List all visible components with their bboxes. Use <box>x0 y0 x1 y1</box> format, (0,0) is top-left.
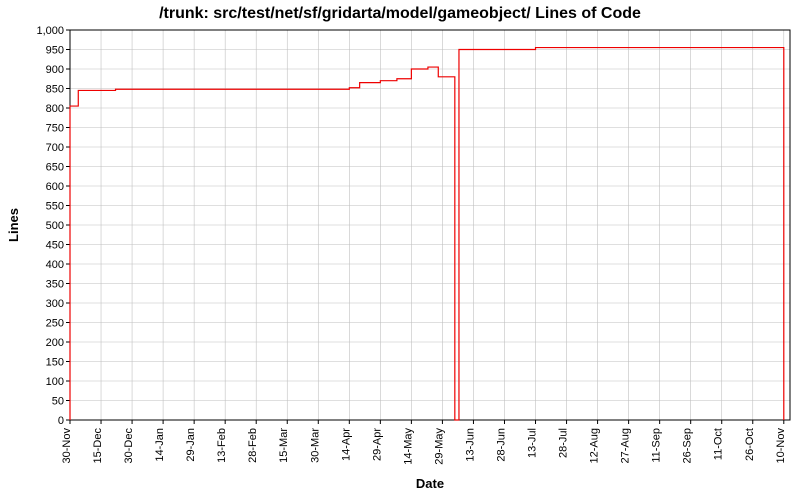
y-tick-label: 0 <box>58 415 64 427</box>
x-tick-label: 14-Apr <box>340 428 352 461</box>
series-lines-of-code <box>70 48 784 420</box>
x-tick-label: 12-Aug <box>589 428 601 463</box>
y-tick-label: 400 <box>46 259 64 271</box>
y-tick-label: 250 <box>46 318 64 330</box>
x-tick-label: 11-Oct <box>713 428 725 460</box>
y-tick-label: 150 <box>46 357 64 369</box>
y-tick-label: 650 <box>46 162 64 174</box>
x-tick-label: 30-Mar <box>309 428 321 463</box>
grid <box>70 30 790 420</box>
y-tick-label: 900 <box>46 64 64 76</box>
x-tick-label: 28-Jul <box>558 428 570 458</box>
x-tick-label: 14-May <box>402 428 414 465</box>
y-tick-label: 300 <box>46 298 64 310</box>
x-tick-label: 30-Nov <box>61 428 73 464</box>
x-tick-label: 30-Dec <box>123 428 135 464</box>
y-tick-label: 200 <box>46 337 64 349</box>
x-tick-label: 14-Jan <box>154 428 166 462</box>
y-tick-label: 550 <box>46 201 64 213</box>
y-tick-label: 850 <box>46 84 64 96</box>
y-tick-label: 800 <box>46 103 64 115</box>
y-tick-label: 350 <box>46 279 64 291</box>
x-tick-label: 13-Jul <box>527 428 539 458</box>
y-tick-label: 50 <box>52 396 64 408</box>
x-tick-label: 11-Sep <box>651 428 663 463</box>
x-tick-label: 15-Mar <box>278 428 290 463</box>
x-tick-label: 29-Jan <box>185 428 197 462</box>
x-tick-label: 27-Aug <box>620 428 632 463</box>
x-tick-label: 29-May <box>433 428 445 465</box>
chart-container: /trunk: src/test/net/sf/gridarta/model/g… <box>0 0 800 500</box>
y-tick-label: 100 <box>46 376 64 388</box>
x-tick-label: 15-Dec <box>92 428 104 464</box>
x-tick-label: 29-Apr <box>371 428 383 461</box>
x-tick-label: 13-Jun <box>464 428 476 462</box>
y-tick-label: 750 <box>46 123 64 135</box>
y-tick-label: 1,000 <box>36 25 64 37</box>
x-tick-label: 10-Nov <box>775 428 787 464</box>
x-tick-label: 28-Feb <box>247 428 259 463</box>
x-tick-label: 26-Sep <box>682 428 694 463</box>
x-tick-label: 13-Feb <box>216 428 228 463</box>
x-axis-ticks: 30-Nov 15-Dec 30-Dec 14-Jan 29-Jan 13-Feb 28-F… <box>61 420 787 465</box>
y-axis-label: Lines <box>6 208 21 242</box>
x-axis-label: Date <box>416 476 444 491</box>
x-tick-label: 28-Jun <box>495 428 507 462</box>
x-tick-label: 26-Oct <box>744 428 756 461</box>
y-tick-label: 700 <box>46 142 64 154</box>
chart-title: /trunk: src/test/net/sf/gridarta/model/g… <box>159 5 641 22</box>
y-tick-label: 600 <box>46 181 64 193</box>
y-tick-label: 950 <box>46 45 64 57</box>
data-series <box>70 48 784 420</box>
y-tick-label: 500 <box>46 220 64 232</box>
y-tick-label: 450 <box>46 240 64 252</box>
y-axis-ticks: 0 50 100 150 200 250 300 350 400 450 500 550 600 650 7… <box>36 25 70 427</box>
loc-chart: /trunk: src/test/net/sf/gridarta/model/g… <box>0 0 800 500</box>
